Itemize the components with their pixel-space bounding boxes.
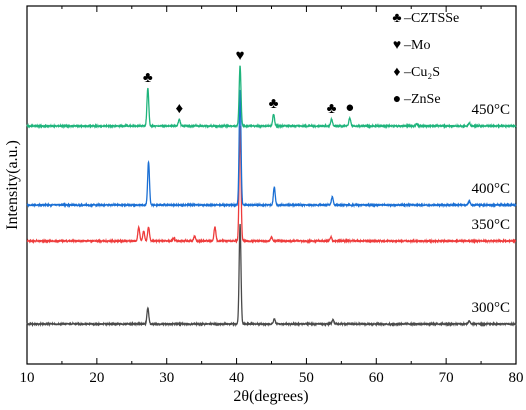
y-axis-title: Intensity(a.u.) [4,140,21,230]
x-axis-ticks: 10 20 30 40 50 60 70 80 [20,6,524,386]
series-line-350°C [26,125,517,245]
series-label: 400°C [471,181,510,197]
legend-symbol: ♦ [393,65,400,80]
plot-frame [26,5,517,365]
series-labels: 300°C 350°C 400°C 450°C [471,102,510,316]
peak-marker: ♣ [143,70,153,86]
legend: ♣ –CZTSSe♥ –Mo♦ –Cu₂S● –ZnSe [392,11,459,107]
x-axis-title: 2θ(degrees) [233,388,308,405]
series-line-450°C [26,65,517,130]
x-tick-label: 50 [299,370,314,386]
series-label: 300°C [471,300,510,316]
series-traces [26,65,517,328]
legend-symbol: ♥ [393,38,401,53]
peak-marker: ♣ [327,101,337,117]
x-tick-label: 10 [20,370,35,386]
legend-label: –Cu₂S [403,65,440,80]
series-line-400°C [26,89,517,209]
x-tick-label: 80 [509,370,524,386]
peak-markers: ♣ ♦ ♥ ♣ ♣ ● [143,48,354,117]
peak-marker: ♥ [236,48,245,64]
peak-marker: ♣ [269,96,279,112]
series-label: 350°C [471,217,510,233]
legend-label: –ZnSe [403,92,441,107]
legend-label: –CZTSSe [403,11,459,26]
x-tick-label: 40 [229,370,244,386]
x-tick-label: 20 [89,370,104,386]
x-tick-label: 30 [159,370,174,386]
legend-label: –Mo [403,38,430,53]
series-label: 450°C [471,102,510,118]
peak-marker: ● [345,100,354,116]
x-tick-label: 70 [439,370,454,386]
legend-symbol: ● [393,92,401,107]
peak-marker: ♦ [175,101,183,117]
series-line-300°C [26,223,517,328]
x-tick-label: 60 [369,370,384,386]
legend-symbol: ♣ [392,11,401,26]
